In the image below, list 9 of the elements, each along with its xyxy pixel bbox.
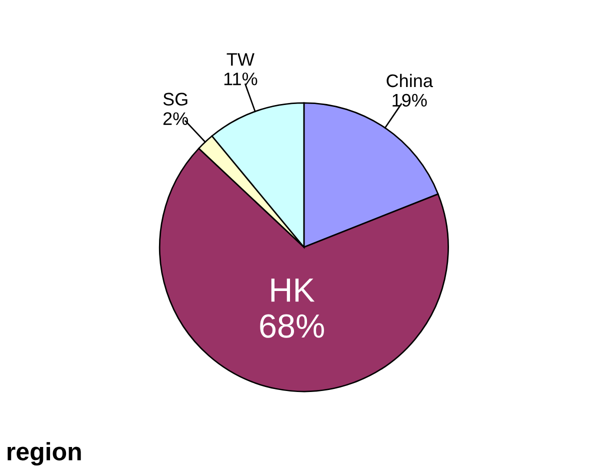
slice-label: HK bbox=[271, 278, 315, 302]
slice-label: TW bbox=[226, 53, 254, 66]
data-label: 19% bbox=[392, 94, 427, 107]
data-label: 2% bbox=[163, 112, 188, 125]
text: region bbox=[8, 442, 81, 466]
slice-label: SG bbox=[163, 92, 188, 106]
data-label: 68% bbox=[260, 314, 324, 338]
slice-label: China bbox=[386, 74, 433, 88]
data-label: 11% bbox=[224, 72, 258, 86]
